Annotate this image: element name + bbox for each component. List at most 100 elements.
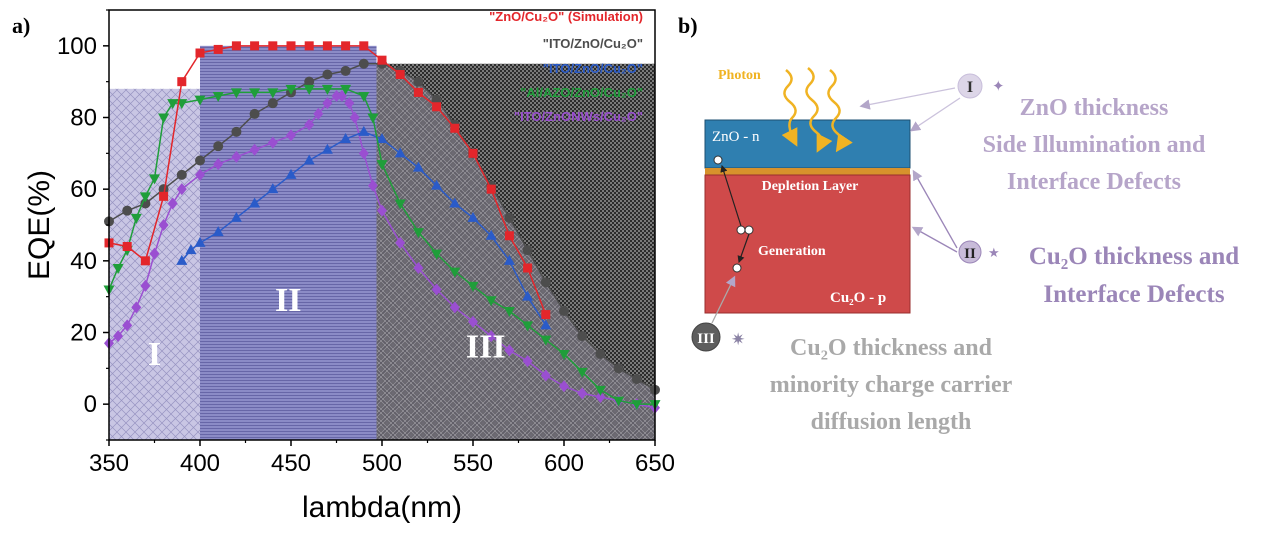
panel-b-label: b) xyxy=(678,13,698,38)
data-point xyxy=(503,254,515,265)
data-point xyxy=(322,97,333,110)
data-point xyxy=(122,242,132,251)
data-point xyxy=(631,400,643,411)
data-point xyxy=(559,380,569,393)
data-point xyxy=(139,192,151,203)
data-point xyxy=(167,99,179,110)
data-point xyxy=(559,306,569,316)
badge-ii-label: II xyxy=(964,246,976,262)
data-point xyxy=(149,174,160,185)
data-point xyxy=(285,84,297,95)
data-point xyxy=(250,41,260,51)
series-line xyxy=(108,95,656,409)
asterisk-icon: ✷ xyxy=(731,330,745,349)
region-label-2: II xyxy=(275,282,301,319)
data-point xyxy=(176,183,187,196)
data-point xyxy=(249,108,260,119)
data-point xyxy=(395,70,405,79)
chart-legend: "ZnO/Cu₂O" (Simulation) "ITO/ZnO/Cu₂O" "IT… xyxy=(489,9,643,124)
data-point xyxy=(349,111,360,124)
data-point xyxy=(449,301,460,314)
chart-series xyxy=(103,41,661,414)
data-point xyxy=(285,168,297,179)
data-point xyxy=(158,113,170,124)
data-point xyxy=(413,262,424,274)
data-point xyxy=(467,211,479,222)
data-point xyxy=(231,150,242,163)
y-tick-label: 20 xyxy=(70,320,97,347)
data-point xyxy=(340,84,352,95)
x-tick-label: 550 xyxy=(453,450,493,477)
badge-i xyxy=(957,73,983,99)
y-tick-label: 0 xyxy=(84,391,97,418)
data-point xyxy=(286,41,296,51)
data-point xyxy=(485,229,497,240)
legend-entry-3: "ITO/ZnO/Cu₂O" xyxy=(543,61,643,76)
data-point xyxy=(149,247,160,260)
data-point xyxy=(595,391,606,403)
data-point xyxy=(267,88,279,99)
arrow-i-to-zno xyxy=(909,97,961,132)
electron-carrier xyxy=(713,155,723,165)
data-point xyxy=(450,123,460,133)
data-point xyxy=(358,92,370,102)
annotation-i-line-1: ZnO thickness xyxy=(1020,95,1169,121)
data-point xyxy=(540,277,551,288)
data-point xyxy=(413,76,424,87)
data-point xyxy=(195,168,205,181)
data-point xyxy=(367,113,379,124)
data-point xyxy=(303,84,315,95)
data-point xyxy=(286,129,296,142)
series-5 xyxy=(104,90,660,414)
data-point xyxy=(167,197,178,210)
legend-entry-2: "ITO/ZnO/Cu₂O" xyxy=(543,36,643,51)
data-point xyxy=(504,231,514,241)
y-tick-label: 80 xyxy=(70,105,97,132)
data-point xyxy=(394,147,406,158)
data-point xyxy=(158,184,169,195)
x-tick-label: 350 xyxy=(89,450,129,477)
badge-iii xyxy=(691,322,721,352)
data-point xyxy=(540,319,552,330)
data-point xyxy=(631,374,642,385)
cu2o-p-label: Cu₂O - p xyxy=(830,290,886,306)
electron-carrier xyxy=(736,225,746,235)
data-point xyxy=(321,84,333,95)
data-point xyxy=(212,92,224,102)
data-point xyxy=(358,125,370,136)
x-tick-label: 600 xyxy=(544,450,584,477)
x-tick-label: 450 xyxy=(271,450,311,477)
region-2-pattern xyxy=(200,45,377,440)
data-point xyxy=(267,98,278,109)
hole-carrier xyxy=(744,225,754,235)
electron-path-arrow xyxy=(720,164,742,227)
data-point xyxy=(331,90,342,102)
data-point xyxy=(359,41,369,51)
data-point xyxy=(358,147,369,160)
series-area-fill xyxy=(376,63,655,440)
sparkle-icon: ✦ xyxy=(992,78,1005,95)
data-point xyxy=(303,154,315,165)
arrow-i-to-photon xyxy=(859,87,956,110)
star-icon: ★ xyxy=(988,245,1000,260)
generation-label: Generation xyxy=(758,244,826,259)
data-point xyxy=(613,363,624,374)
data-point xyxy=(213,141,224,152)
depletion-layer xyxy=(705,168,910,175)
data-point xyxy=(304,118,315,131)
data-point xyxy=(313,107,324,120)
x-tick-label: 500 xyxy=(362,450,402,477)
region-label-3: III xyxy=(466,329,506,366)
data-point xyxy=(431,249,443,260)
data-point xyxy=(177,77,187,87)
data-point xyxy=(340,65,351,76)
data-point xyxy=(231,126,242,137)
y-axis-label: EQE(%) xyxy=(23,170,56,280)
data-point xyxy=(267,183,279,194)
photon-label: Photon xyxy=(718,68,761,83)
data-point xyxy=(468,315,478,328)
hole-carrier xyxy=(732,263,742,273)
data-point xyxy=(540,335,552,346)
x-tick-label: 400 xyxy=(180,450,220,477)
device-diagram: ZnO - n Depletion Layer Generation Cu₂O … xyxy=(691,67,1239,435)
